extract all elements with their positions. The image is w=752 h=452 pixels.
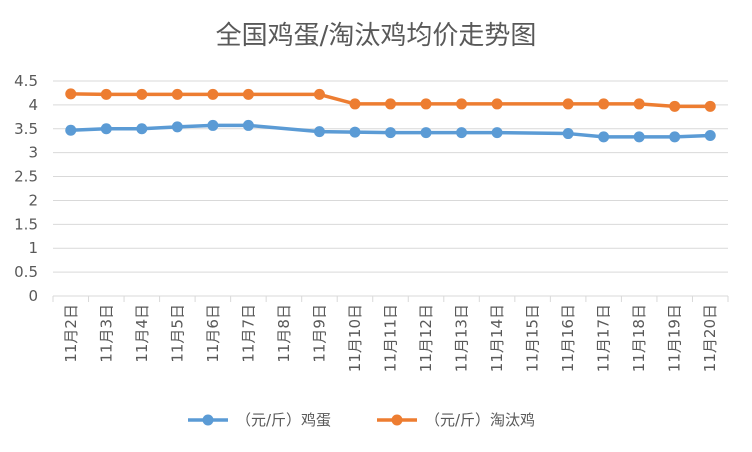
- y-tick-label: 4: [28, 96, 38, 114]
- y-tick-label: 1: [28, 239, 38, 257]
- x-tick-label: 11月16日: [559, 304, 577, 372]
- data-point: [491, 98, 503, 110]
- data-point: [669, 100, 681, 112]
- data-point: [136, 123, 148, 135]
- x-tick-label: 11月15日: [524, 304, 542, 372]
- data-point: [207, 119, 219, 131]
- data-point: [491, 127, 503, 139]
- data-point: [633, 131, 645, 143]
- data-point: [65, 88, 77, 100]
- x-tick-label: 11月3日: [97, 304, 115, 363]
- data-point: [562, 128, 574, 140]
- legend-marker: [391, 414, 403, 426]
- data-point: [349, 98, 361, 110]
- x-tick-label: 11月5日: [168, 304, 186, 363]
- x-tick-label: 11月6日: [204, 304, 222, 363]
- legend: （元/斤）鸡蛋 （元/斤）淘汰鸡: [188, 411, 535, 429]
- data-point: [242, 119, 254, 131]
- legend-label: （元/斤）淘汰鸡: [425, 411, 535, 429]
- x-tick-label: 11月20日: [701, 304, 719, 372]
- data-point: [456, 127, 468, 139]
- data-point: [598, 131, 610, 143]
- series-group: [65, 88, 716, 143]
- data-point: [598, 98, 610, 110]
- data-point: [313, 126, 325, 138]
- series-1: [65, 119, 716, 143]
- series-2: [65, 88, 716, 112]
- data-point: [171, 121, 183, 133]
- legend-label: （元/斤）鸡蛋: [236, 411, 331, 429]
- legend-item-1: （元/斤）鸡蛋: [188, 411, 331, 429]
- y-tick-label: 0: [28, 287, 38, 305]
- y-tick-label: 4.5: [14, 72, 38, 90]
- x-tick-label: 11月19日: [666, 304, 684, 372]
- data-point: [242, 88, 254, 100]
- x-tick-label: 11月12日: [417, 304, 435, 372]
- data-point: [704, 129, 716, 141]
- y-tick-label: 2: [28, 191, 38, 209]
- data-point: [171, 88, 183, 100]
- legend-item-2: （元/斤）淘汰鸡: [377, 411, 535, 429]
- x-tick-label: 11月4日: [133, 304, 151, 363]
- x-tick-label: 11月14日: [488, 304, 506, 372]
- x-tick-label: 11月13日: [453, 304, 471, 372]
- data-point: [420, 98, 432, 110]
- data-point: [100, 88, 112, 100]
- x-tick-label: 11月17日: [595, 304, 613, 372]
- y-tick-label: 0.5: [14, 263, 38, 281]
- y-tick-label: 2.5: [14, 168, 38, 186]
- x-tick-label: 11月8日: [275, 304, 293, 363]
- data-point: [704, 100, 716, 112]
- data-point: [136, 88, 148, 100]
- y-tick-label: 3: [28, 144, 38, 162]
- data-point: [349, 126, 361, 138]
- data-point: [456, 98, 468, 110]
- x-tick-label: 11月10日: [346, 304, 364, 372]
- data-point: [669, 131, 681, 143]
- x-tick-label: 11月7日: [239, 304, 257, 363]
- chart-title: 全国鸡蛋/淘汰鸡均价走势图: [216, 21, 537, 51]
- legend-marker: [202, 414, 214, 426]
- data-point: [420, 127, 432, 139]
- x-tick-label: 11月18日: [630, 304, 648, 372]
- data-point: [385, 127, 396, 139]
- grid: [53, 80, 728, 273]
- data-point: [385, 98, 396, 110]
- x-tick-label: 11月2日: [62, 304, 80, 363]
- data-point: [207, 88, 219, 100]
- data-point: [313, 88, 325, 100]
- data-point: [100, 123, 112, 135]
- axes: 0 0.5 1 1.5 2 2.5 3 3.5 4 4.5 11月2日 11月3日 11月4日 11月5日…: [14, 72, 729, 372]
- y-tick-label: 3.5: [14, 120, 38, 138]
- data-point: [633, 98, 645, 110]
- y-tick-label: 1.5: [14, 215, 38, 233]
- x-tick-label: 11月9日: [310, 304, 328, 363]
- data-point: [65, 124, 77, 136]
- data-point: [562, 98, 574, 110]
- x-tick-label: 11月11日: [382, 304, 400, 372]
